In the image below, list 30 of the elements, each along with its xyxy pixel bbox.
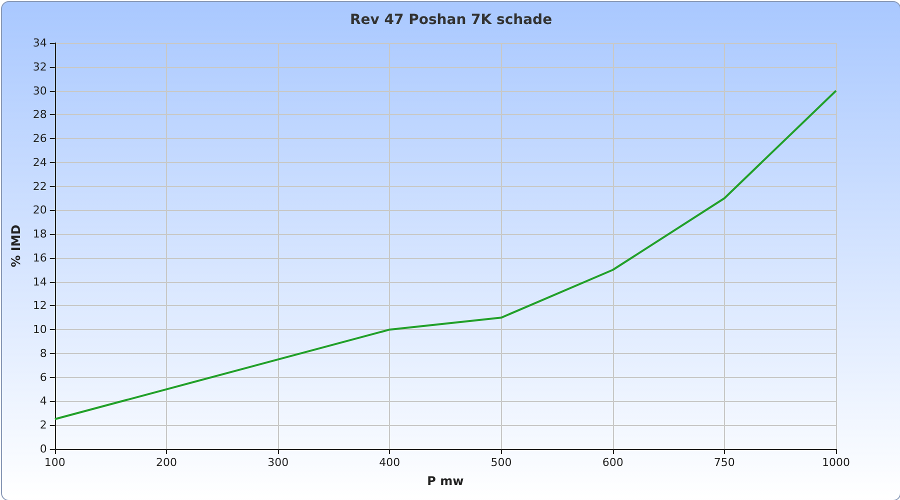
x-tick-label: 1000 [822, 456, 850, 469]
x-tick-label: 300 [268, 456, 289, 469]
y-tick-label: 16 [32, 251, 47, 264]
y-tick-label: 2 [40, 418, 47, 432]
y-tick-label: 4 [40, 394, 47, 408]
y-tick-label: 26 [32, 132, 47, 146]
y-tick-label: 20 [32, 204, 47, 217]
y-tick-label: 30 [32, 84, 47, 98]
x-tick-label: 750 [714, 456, 735, 469]
x-tick-label: 600 [602, 456, 624, 469]
y-tick-label: 0 [40, 442, 47, 456]
y-tick-label: 18 [32, 228, 47, 241]
y-tick-label: 28 [32, 108, 47, 122]
x-tick-label: 500 [490, 456, 512, 469]
chart-title: Rev 47 Poshan 7K schade [350, 12, 552, 28]
x-tick-label: 200 [156, 456, 177, 469]
y-tick-label: 6 [40, 370, 47, 384]
y-tick-label: 10 [32, 323, 47, 336]
x-axis-title: P mw [427, 474, 464, 488]
y-tick-label: 12 [32, 299, 47, 312]
y-tick-label: 34 [32, 36, 47, 50]
y-tick-label: 22 [32, 180, 47, 193]
x-tick-label: 100 [44, 456, 66, 469]
line-series [54, 90, 837, 420]
y-tick-label: 24 [32, 156, 47, 169]
y-tick-label: 32 [32, 60, 47, 74]
y-axis-title: % IMD [9, 224, 23, 268]
y-tick-label: 8 [40, 346, 47, 360]
x-tick-label: 400 [379, 456, 400, 469]
y-tick-label: 14 [32, 275, 47, 288]
